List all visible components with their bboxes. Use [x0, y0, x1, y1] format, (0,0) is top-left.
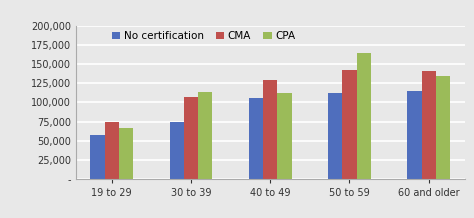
- Bar: [277, 93, 292, 179]
- Bar: [342, 70, 356, 179]
- Bar: [436, 76, 450, 179]
- Bar: [198, 92, 212, 179]
- Bar: [104, 121, 119, 179]
- Bar: [407, 91, 421, 179]
- Bar: [90, 135, 104, 179]
- Bar: [263, 80, 277, 179]
- Bar: [119, 128, 133, 179]
- Bar: [184, 97, 198, 179]
- Legend: No certification, CMA, CPA: No certification, CMA, CPA: [112, 31, 295, 41]
- Bar: [170, 121, 184, 179]
- Bar: [249, 98, 263, 179]
- Bar: [356, 53, 371, 179]
- Bar: [328, 92, 342, 179]
- Bar: [421, 71, 436, 179]
